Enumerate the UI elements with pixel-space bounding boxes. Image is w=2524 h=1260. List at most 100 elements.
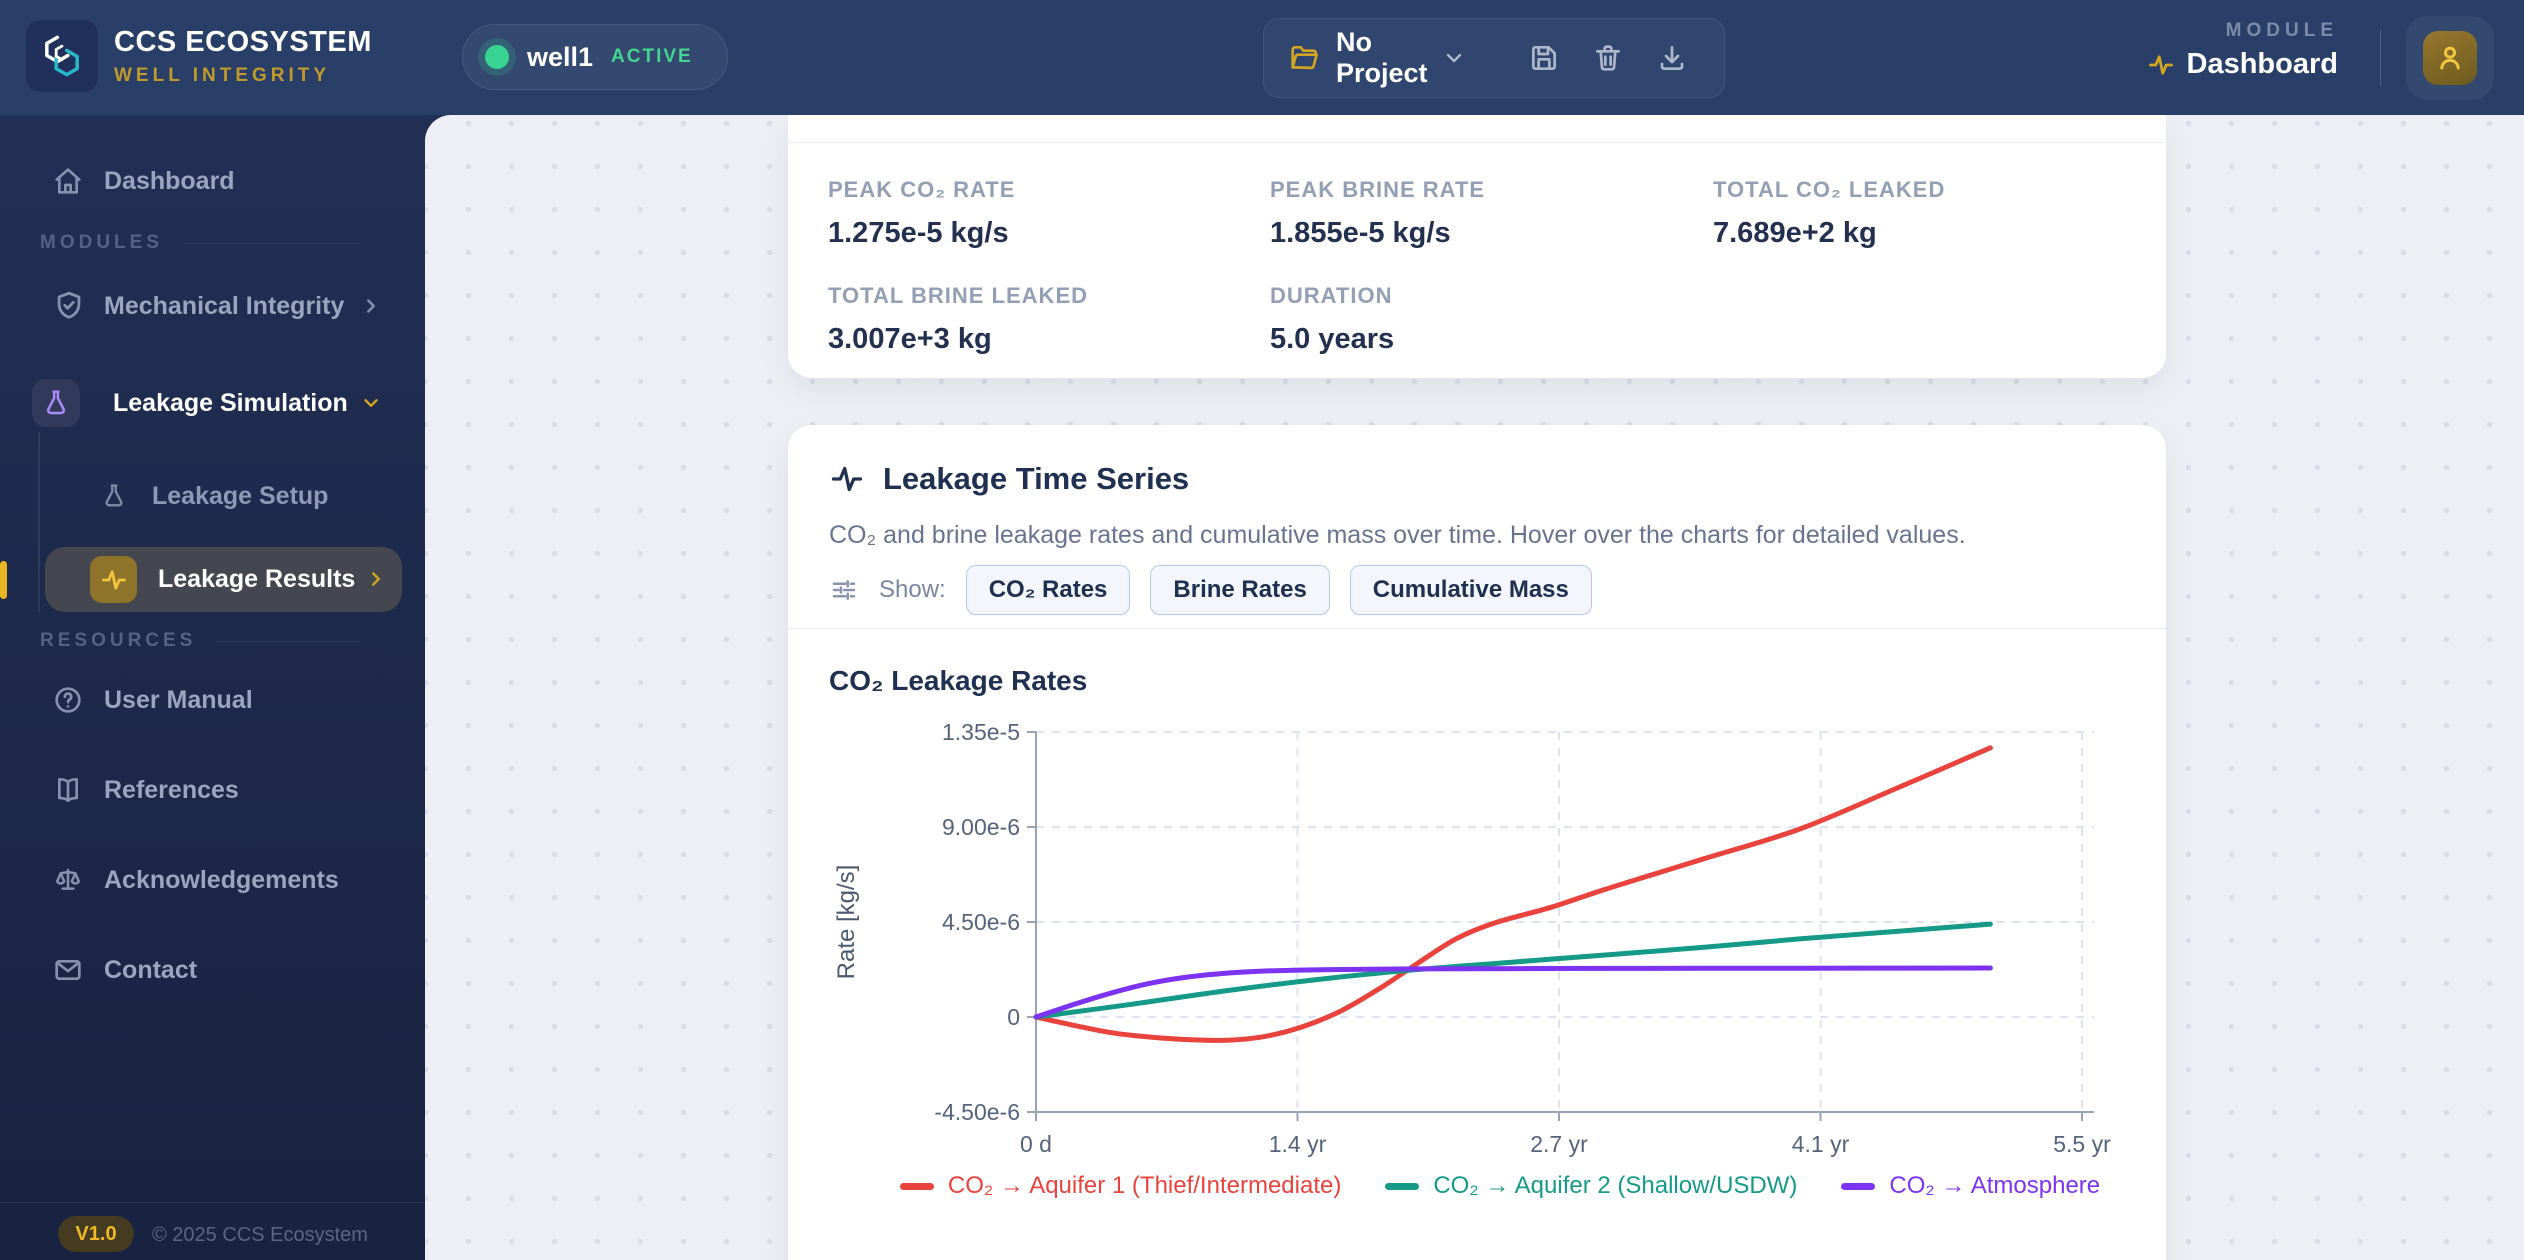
toggle-brine-rates-button[interactable]: Brine Rates xyxy=(1150,565,1330,615)
sidebar-item-mechanical-integrity[interactable]: Mechanical Integrity xyxy=(0,275,425,337)
sidebar-item-label: Contact xyxy=(104,955,198,984)
svg-text:2.7 yr: 2.7 yr xyxy=(1530,1131,1588,1157)
legend-label: CO₂ → Aquifer 1 (Thief/Intermediate) xyxy=(947,1172,1342,1199)
activity-icon xyxy=(100,566,128,594)
co2-leakage-rates-chart[interactable]: 1.35e-5 9.00e-6 4.50e-6 0 -4.50e-60 d 1.4 yr 2… xyxy=(820,640,2180,1170)
sidebar-item-label: Leakage Results xyxy=(158,565,356,593)
user-icon xyxy=(2434,42,2466,74)
sidebar-item-acknowledgements[interactable]: Acknowledgements xyxy=(0,849,425,911)
stat-peak-brine-rate: PEAK BRINE RATE 1.855e-5 kg/s xyxy=(1270,177,1486,249)
topbar-divider xyxy=(2380,30,2381,86)
sidebar-item-label: References xyxy=(104,775,239,804)
sidebar-item-references[interactable]: References xyxy=(0,759,425,821)
svg-text:1.4 yr: 1.4 yr xyxy=(1269,1131,1327,1157)
sidebar-item-label: Acknowledgements xyxy=(104,865,339,894)
svg-text:-4.50e-6: -4.50e-6 xyxy=(934,1099,1020,1125)
chevron-down-icon xyxy=(360,392,382,414)
scales-icon xyxy=(52,863,86,897)
svg-text:9.00e-6: 9.00e-6 xyxy=(942,814,1020,840)
sidebar-item-leakage-setup[interactable]: Leakage Setup xyxy=(0,465,425,527)
copyright-text: © 2025 CCS Ecosystem xyxy=(152,1224,368,1246)
stat-duration: DURATION 5.0 years xyxy=(1270,283,1395,355)
sidebar-section-resources: RESOURCES xyxy=(40,630,400,652)
activity-icon-chip xyxy=(90,556,137,603)
sidebar-item-dashboard[interactable]: Dashboard xyxy=(0,150,425,212)
app-logo-icon xyxy=(26,20,98,92)
sidebar-item-label: Dashboard xyxy=(104,166,235,195)
active-well-pill[interactable]: well1 ACTIVE xyxy=(462,24,728,90)
save-icon xyxy=(1528,42,1560,74)
sidebar: CCS ECOSYSTEM WELL INTEGRITY Dashboard M… xyxy=(0,0,425,1260)
activity-icon xyxy=(829,461,865,497)
sliders-icon xyxy=(829,575,859,605)
svg-text:0 d: 0 d xyxy=(1020,1131,1052,1157)
legend-swatch xyxy=(1841,1182,1876,1190)
card-divider xyxy=(788,628,2166,629)
version-badge: V1.0 xyxy=(58,1216,134,1252)
chevron-right-icon xyxy=(360,295,382,317)
shield-check-icon xyxy=(52,289,86,323)
module-label: MODULE xyxy=(2225,20,2338,41)
sidebar-item-label: Leakage Setup xyxy=(152,481,329,510)
sidebar-item-leakage-simulation[interactable]: Leakage Simulation xyxy=(0,372,425,434)
chevron-down-icon[interactable] xyxy=(1442,46,1466,70)
well-status-badge: ACTIVE xyxy=(611,46,693,67)
sidebar-footer-divider xyxy=(0,1202,425,1203)
sidebar-item-contact[interactable]: Contact xyxy=(0,939,425,1001)
card-title: Leakage Time Series xyxy=(883,461,1190,496)
help-circle-icon xyxy=(52,683,86,717)
active-item-indicator xyxy=(0,561,7,599)
card-description: CO₂ and brine leakage rates and cumulati… xyxy=(829,521,1966,549)
sidebar-item-leakage-results[interactable]: Leakage Results xyxy=(45,547,402,612)
sidebar-item-label: Mechanical Integrity xyxy=(104,291,345,320)
sidebar-item-label: Leakage Simulation xyxy=(113,388,348,417)
module-indicator: MODULE Dashboard xyxy=(2147,20,2338,81)
svg-text:5.5 yr: 5.5 yr xyxy=(2053,1131,2111,1157)
legend-item: CO₂ → Atmosphere xyxy=(1841,1172,2100,1200)
sidebar-item-label: User Manual xyxy=(104,685,253,714)
legend-item: CO₂ → Aquifer 2 (Shallow/USDW) xyxy=(1385,1172,1797,1200)
summary-stats-card: PEAK CO₂ RATE 1.275e-5 kg/s PEAK BRINE R… xyxy=(788,115,2166,378)
flask-icon xyxy=(41,388,71,418)
main-content: PEAK CO₂ RATE 1.275e-5 kg/s PEAK BRINE R… xyxy=(425,115,2524,1260)
chevron-right-icon xyxy=(365,568,387,590)
stat-total-brine-leaked: TOTAL BRINE LEAKED 3.007e+3 kg xyxy=(828,283,1089,355)
flask-icon xyxy=(100,482,128,510)
chart-title: CO₂ Leakage Rates xyxy=(829,665,1088,696)
download-project-button[interactable] xyxy=(1640,42,1704,74)
user-avatar-button[interactable] xyxy=(2406,16,2494,100)
folder-open-icon xyxy=(1288,42,1320,74)
project-name[interactable]: No Project xyxy=(1336,27,1428,88)
download-icon xyxy=(1656,42,1688,74)
stat-peak-co2-rate: PEAK CO₂ RATE 1.275e-5 kg/s xyxy=(828,177,1016,249)
delete-project-button[interactable] xyxy=(1576,42,1640,74)
app-logo-block: CCS ECOSYSTEM WELL INTEGRITY xyxy=(26,20,372,92)
chart-legend: CO₂ → Aquifer 1 (Thief/Intermediate) CO₂ … xyxy=(820,1172,2180,1200)
legend-swatch xyxy=(1385,1182,1420,1190)
chart-visibility-controls: Show: CO₂ Rates Brine Rates Cumulative M… xyxy=(829,565,1592,615)
svg-text:1.35e-5: 1.35e-5 xyxy=(942,719,1020,745)
submenu-guide-line xyxy=(38,432,40,612)
legend-label: CO₂ → Atmosphere xyxy=(1889,1172,2101,1199)
avatar xyxy=(2423,31,2477,85)
svg-text:4.50e-6: 4.50e-6 xyxy=(942,909,1020,935)
app-title: CCS ECOSYSTEM xyxy=(114,25,372,58)
toggle-co2-rates-button[interactable]: CO₂ Rates xyxy=(965,565,1131,615)
book-open-icon xyxy=(52,773,86,807)
show-label: Show: xyxy=(879,576,946,603)
well-status-dot xyxy=(485,45,509,69)
svg-text:0: 0 xyxy=(1007,1004,1020,1030)
sidebar-item-user-manual[interactable]: User Manual xyxy=(0,669,425,731)
save-project-button[interactable] xyxy=(1512,42,1576,74)
toggle-cumulative-mass-button[interactable]: Cumulative Mass xyxy=(1349,565,1592,615)
leakage-time-series-card: Leakage Time Series CO₂ and brine leakag… xyxy=(788,425,2166,1260)
sidebar-section-modules: MODULES xyxy=(40,232,400,254)
activity-icon xyxy=(2147,51,2175,79)
module-name: Dashboard xyxy=(2186,48,2338,80)
svg-text:Rate [kg/s]: Rate [kg/s] xyxy=(833,865,860,980)
well-name: well1 xyxy=(527,41,594,72)
trash-icon xyxy=(1592,42,1624,74)
card-divider xyxy=(788,142,2166,143)
stat-total-co2-leaked: TOTAL CO₂ LEAKED 7.689e+2 kg xyxy=(1713,177,1946,249)
